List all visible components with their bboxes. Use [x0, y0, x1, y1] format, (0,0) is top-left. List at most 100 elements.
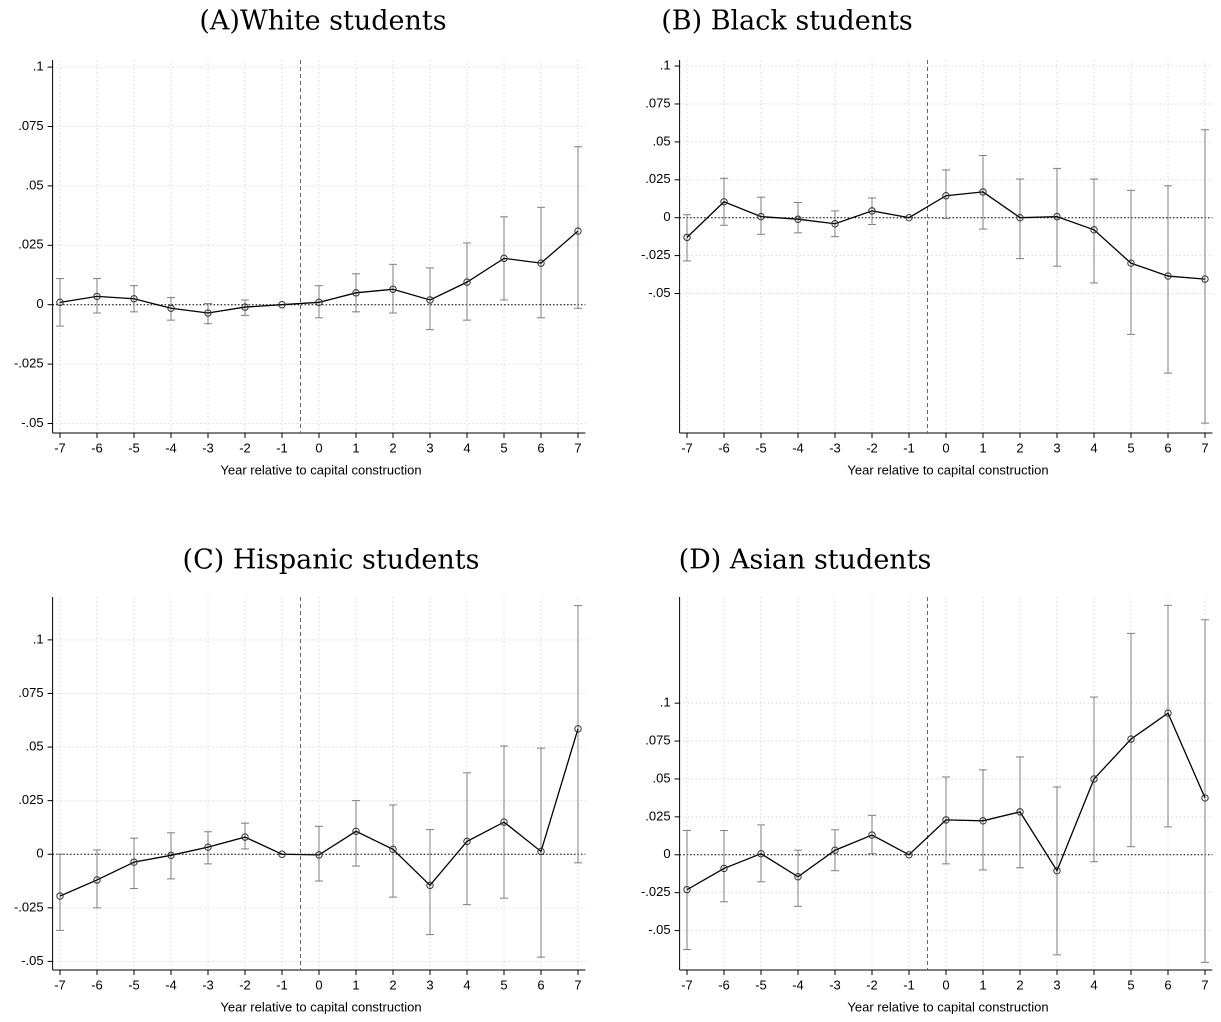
x-tick-label: -6: [91, 440, 103, 455]
x-tick-label: 5: [500, 440, 507, 455]
estimate-point: [574, 227, 582, 235]
estimate-point: [868, 207, 876, 215]
y-tick-label: .075: [645, 95, 670, 110]
y-tick-label: -.05: [21, 415, 43, 430]
y-tick-label: .025: [645, 808, 670, 823]
x-tick-label: -5: [128, 977, 140, 992]
y-tick-label: .1: [33, 631, 44, 646]
estimate-point: [93, 292, 101, 301]
y-tick-label: 0: [36, 296, 43, 311]
estimate-point: [500, 818, 508, 826]
x-tick-label: 1: [352, 977, 359, 992]
estimate-point: [278, 301, 286, 309]
y-tick-label: .1: [660, 58, 671, 73]
y-tick-label: .05: [26, 738, 44, 753]
estimate-point: [537, 847, 545, 856]
x-tick-label: 3: [1053, 440, 1060, 455]
estimate-point: [905, 213, 913, 222]
x-tick-label: 4: [463, 440, 470, 455]
x-axis-title: Year relative to capital construction: [847, 999, 1048, 1014]
estimate-point: [1053, 866, 1061, 875]
estimate-point: [831, 846, 839, 854]
y-tick-label: .025: [645, 171, 670, 186]
x-tick-label: 6: [1164, 440, 1171, 455]
x-tick-label: 1: [979, 440, 986, 455]
x-tick-label: 7: [574, 440, 581, 455]
x-tick-label: -3: [202, 977, 214, 992]
estimate-point: [167, 851, 175, 860]
estimate-line: [686, 712, 1206, 891]
x-tick-label: 6: [1164, 977, 1171, 992]
x-tick-label: 6: [537, 440, 544, 455]
x-tick-label: 7: [1201, 440, 1208, 455]
x-tick-label: 4: [1090, 977, 1097, 992]
y-tick-label: .025: [18, 237, 43, 252]
y-tick-label: -.05: [648, 922, 670, 937]
y-tick-label: -.025: [641, 884, 671, 899]
estimate-point: [1201, 794, 1209, 802]
estimate-point: [868, 831, 876, 839]
x-tick-label: -6: [718, 977, 730, 992]
estimate-point: [537, 259, 545, 267]
estimate-point: [720, 198, 728, 206]
x-tick-label: -3: [202, 440, 214, 455]
panel-title: (B) Black students: [661, 6, 913, 37]
x-tick-label: 2: [1016, 440, 1023, 455]
x-tick-label: -6: [91, 977, 103, 992]
x-axis-title: Year relative to capital construction: [220, 999, 421, 1014]
estimate-point: [130, 858, 138, 866]
estimate-point: [352, 289, 360, 297]
y-tick-label: -.05: [648, 285, 670, 300]
y-tick-label: .1: [33, 59, 44, 74]
estimate-point: [204, 843, 212, 851]
y-tick-label: .05: [26, 177, 44, 192]
estimate-point: [683, 885, 691, 894]
y-tick-label: 0: [663, 846, 670, 861]
x-tick-label: -3: [829, 977, 841, 992]
estimate-point: [463, 278, 471, 286]
estimate-point: [278, 850, 286, 858]
x-tick-label: 7: [574, 977, 581, 992]
x-tick-label: 1: [979, 977, 986, 992]
x-tick-label: -4: [792, 440, 804, 455]
x-tick-label: 0: [315, 977, 322, 992]
x-tick-label: 6: [537, 977, 544, 992]
estimate-point: [757, 850, 765, 858]
x-tick-label: -2: [866, 977, 878, 992]
y-tick-label: -.025: [14, 899, 44, 914]
x-tick-label: -2: [239, 440, 251, 455]
estimate-point: [204, 309, 212, 317]
estimate-point: [167, 304, 175, 312]
y-tick-label: .025: [18, 792, 43, 807]
x-tick-label: 0: [942, 440, 949, 455]
estimate-point: [500, 254, 508, 263]
x-tick-label: -2: [866, 440, 878, 455]
x-tick-label: 0: [942, 977, 949, 992]
x-tick-label: -7: [54, 440, 66, 455]
x-axis-title: Year relative to capital construction: [220, 462, 421, 477]
x-tick-label: 3: [426, 440, 433, 455]
x-tick-label: -7: [681, 977, 693, 992]
estimate-point: [1090, 226, 1098, 234]
panel-title: (A)White students: [199, 6, 446, 37]
estimate-point: [942, 816, 950, 824]
x-tick-label: 0: [315, 440, 322, 455]
x-tick-label: 7: [1201, 977, 1208, 992]
x-tick-label: 2: [389, 977, 396, 992]
x-tick-label: -1: [903, 440, 915, 455]
x-tick-label: 3: [1053, 977, 1060, 992]
estimate-line: [59, 230, 579, 314]
estimate-point: [241, 303, 249, 311]
x-tick-label: -3: [829, 440, 841, 455]
x-tick-label: -7: [681, 440, 693, 455]
estimate-point: [389, 845, 397, 854]
panel-title: (D) Asian students: [679, 545, 932, 576]
estimate-line: [59, 728, 579, 897]
estimate-point: [1127, 735, 1135, 743]
x-tick-label: -1: [903, 977, 915, 992]
x-tick-label: 4: [1090, 440, 1097, 455]
estimate-point: [905, 851, 913, 859]
x-tick-label: 1: [352, 440, 359, 455]
y-tick-label: .075: [645, 732, 670, 747]
